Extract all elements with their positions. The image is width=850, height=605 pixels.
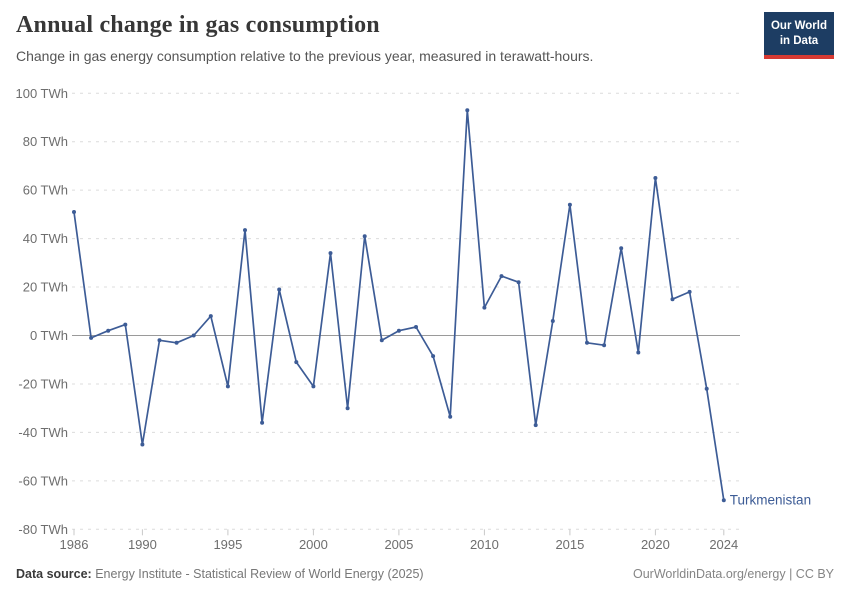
svg-text:-40 TWh: -40 TWh [18, 425, 68, 440]
svg-text:2000: 2000 [299, 537, 328, 552]
svg-text:0 TWh: 0 TWh [30, 328, 68, 343]
chart-footer: Data source: Energy Institute - Statisti… [16, 567, 834, 581]
svg-text:20 TWh: 20 TWh [23, 280, 68, 295]
svg-text:-20 TWh: -20 TWh [18, 376, 68, 391]
svg-text:1986: 1986 [60, 537, 89, 552]
chart-header: Annual change in gas consumption Change … [16, 12, 834, 64]
data-source-note: Data source: Energy Institute - Statisti… [16, 567, 424, 581]
svg-text:100 TWh: 100 TWh [15, 86, 68, 101]
page-title: Annual change in gas consumption [16, 12, 380, 38]
series-end-label: Turkmenistan [730, 493, 811, 508]
svg-text:60 TWh: 60 TWh [23, 183, 68, 198]
owid-logo[interactable]: Our World in Data [764, 12, 834, 59]
svg-text:2005: 2005 [384, 537, 413, 552]
owid-logo-line2: in Data [779, 34, 819, 47]
data-source-label: Data source: [16, 567, 92, 581]
chart-subtitle: Change in gas energy consumption relativ… [16, 48, 594, 64]
svg-text:2010: 2010 [470, 537, 499, 552]
owid-cc-link[interactable]: OurWorldinData.org/energy | CC BY [632, 567, 834, 581]
svg-text:1995: 1995 [213, 537, 242, 552]
svg-text:2015: 2015 [555, 537, 584, 552]
data-source-text: Energy Institute - Statistical Review of… [91, 567, 424, 581]
svg-text:2020: 2020 [641, 537, 670, 552]
svg-text:-60 TWh: -60 TWh [18, 473, 68, 488]
svg-text:-80 TWh: -80 TWh [18, 522, 68, 537]
svg-text:1990: 1990 [128, 537, 157, 552]
owid-logo-line1: Our World [770, 20, 827, 32]
svg-text:80 TWh: 80 TWh [23, 134, 68, 149]
svg-text:2024: 2024 [709, 537, 738, 552]
svg-text:40 TWh: 40 TWh [23, 231, 68, 246]
